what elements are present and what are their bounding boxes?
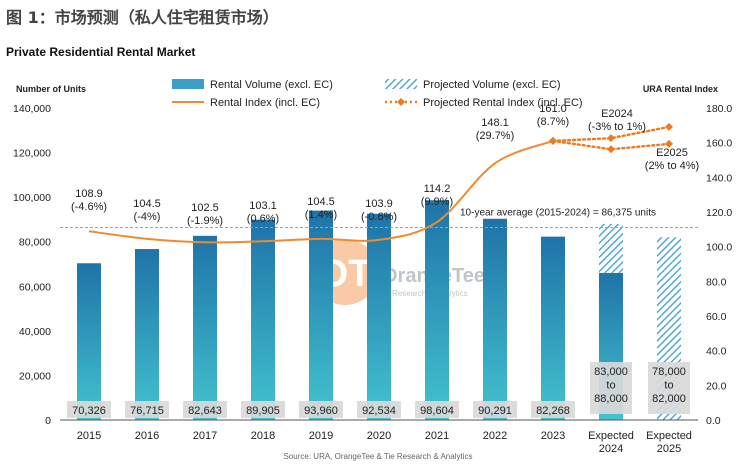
volume-label-2022: 90,291 (478, 405, 512, 417)
bar-2023 (541, 236, 565, 420)
chart-title: Private Residential Rental Market (6, 45, 196, 59)
y-tick-left-label: 20,000 (19, 370, 51, 382)
volume-label-box (415, 401, 459, 418)
volume-label-2019: 93,960 (304, 405, 338, 417)
index-label-2022: 148.1 (29.7%) (476, 117, 515, 142)
legend-projected-line-marker (397, 98, 405, 106)
y-tick-left-label: 120,000 (13, 148, 51, 160)
legend-line-label: Rental Index (incl. EC) (210, 97, 320, 109)
index-label-2021: 114.2 (9.9%) (421, 183, 453, 208)
bar-2017 (193, 235, 217, 420)
bar-2019 (309, 210, 333, 420)
y-tick-left-label: 0 (45, 415, 51, 427)
volume-label-box (183, 401, 227, 418)
projected-index-marker (607, 145, 615, 154)
y-tick-left-label: 40,000 (19, 326, 51, 338)
x-tick-label-Expected-2024: Expected 2024 (588, 430, 634, 455)
bar-2015 (77, 263, 101, 420)
x-tick-label-Expected-2025: Expected 2025 (646, 430, 692, 455)
y-tick-left-label: 100,000 (13, 192, 51, 204)
x-tick-label-2017: 2017 (193, 430, 217, 442)
volume-label-box (67, 401, 111, 418)
volume-label-box (125, 401, 169, 418)
bar-2020 (367, 213, 391, 420)
index-label-2019: 104.5 (1.4%) (305, 196, 337, 221)
projected-index-marker (549, 136, 557, 145)
bar-2018 (251, 219, 275, 420)
volume-label-box (357, 401, 401, 418)
index-label-2018: 103.1 (0.6%) (247, 200, 279, 225)
volume-label-2017: 82,643 (188, 405, 222, 417)
y-tick-right-label: 0.0 (706, 415, 721, 427)
index-label-e2024: E2024 (-3% to 1%) (588, 108, 646, 133)
y-tick-left-label: 140,000 (13, 103, 51, 115)
rental-index-line (88, 139, 554, 244)
legend-projected-bar-label: Projected Volume (excl. EC) (423, 79, 561, 91)
y-tick-right-label: 20.0 (706, 380, 727, 392)
y-tick-right-label: 180.0 (706, 103, 732, 115)
y-tick-right-label: 80.0 (706, 276, 727, 288)
index-label-2020: 103.9 (-0.6%) (361, 198, 397, 223)
y-tick-right-label: 120.0 (706, 207, 732, 219)
y-tick-right-label: 60.0 (706, 311, 727, 323)
y-tick-right-label: 40.0 (706, 346, 727, 358)
x-tick-label-2018: 2018 (251, 430, 275, 442)
index-label-2016: 104.5 (-4%) (133, 198, 161, 223)
y-tick-left-label: 80,000 (19, 237, 51, 249)
logo-watermark: OTOrangeTeeResearch & Analytics (312, 239, 485, 305)
volume-label-box (473, 401, 517, 418)
volume-label-2018: 89,905 (246, 405, 280, 417)
volume-label-Expected-2025: 78,000 to 82,000 (652, 366, 686, 405)
x-tick-label-2019: 2019 (309, 430, 333, 442)
projected-index-marker (665, 122, 673, 131)
source-note: Source: URA, OrangeTee & Tie Research & … (283, 452, 473, 461)
volume-label-2021: 98,604 (420, 405, 454, 417)
bar-2016 (135, 249, 159, 420)
x-tick-label-2016: 2016 (135, 430, 159, 442)
y-tick-left-label: 60,000 (19, 281, 51, 293)
legend-bar-label: Rental Volume (excl. EC) (210, 79, 333, 91)
volume-label-2015: 70,326 (72, 405, 106, 417)
volume-label-box (590, 362, 632, 414)
projected-index-marker (665, 139, 673, 148)
y-axis-left-title: Number of Units (16, 84, 86, 94)
projected-index-marker (607, 134, 615, 143)
projected-index-low-line (551, 139, 671, 151)
index-label-2017: 102.5 (-1.9%) (187, 202, 223, 227)
y-axis-right-title: URA Rental Index (643, 84, 718, 94)
legend-projected-line-label: Projected Rental Index (incl. EC) (423, 97, 583, 109)
y-tick-right-label: 100.0 (706, 242, 732, 254)
x-tick-label-2023: 2023 (541, 430, 565, 442)
volume-label-2020: 92,534 (362, 405, 396, 417)
y-tick-right-label: 160.0 (706, 138, 732, 150)
volume-label-box (531, 401, 575, 418)
volume-label-Expected-2024: 83,000 to 88,000 (594, 366, 628, 405)
y-tick-right-label: 140.0 (706, 172, 732, 184)
x-tick-label-2015: 2015 (77, 430, 101, 442)
figure-title: 图 1：市场预测（私人住宅租赁市场） (6, 8, 279, 27)
volume-label-2016: 76,715 (130, 405, 164, 417)
legend-bar-swatch (172, 79, 204, 89)
bar-2022 (483, 218, 507, 420)
volume-label-2023: 82,268 (536, 405, 570, 417)
index-label-2015: 108.9 (-4.6%) (71, 188, 107, 213)
average-label: 10-year average (2015-2024) = 86,375 uni… (460, 208, 656, 219)
volume-label-box (299, 401, 343, 418)
index-label-e2025: E2025 (2% to 4%) (645, 147, 699, 172)
x-tick-label-2021: 2021 (425, 430, 449, 442)
index-label-2023: 161.0 (8.7%) (537, 103, 569, 128)
x-tick-label-2020: 2020 (367, 430, 391, 442)
bar-expected-2024-projected (599, 223, 623, 273)
x-tick-label-2022: 2022 (483, 430, 507, 442)
volume-label-box (241, 401, 285, 418)
volume-label-box (648, 362, 690, 414)
legend-projected-bar-swatch (385, 79, 417, 89)
bar-2021 (425, 200, 449, 420)
